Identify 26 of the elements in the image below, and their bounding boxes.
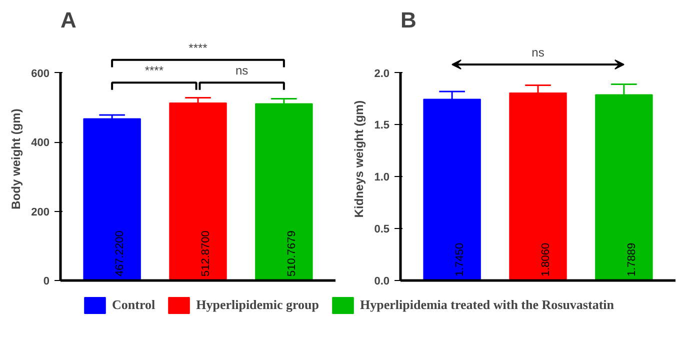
legend-label: Control <box>112 297 156 313</box>
annotation: **** <box>144 64 164 78</box>
y-axis-title: Body weight (gm) <box>9 108 24 210</box>
data-label: 467.2200 <box>114 230 126 276</box>
annotation: ns <box>235 64 248 78</box>
data-label: 512.8700 <box>200 230 212 276</box>
data-label: 1.7450 <box>454 242 466 276</box>
y-tick-label: 200 <box>31 206 50 218</box>
data-label: 510.7679 <box>286 230 298 276</box>
y-tick-label: 2.0 <box>374 68 390 80</box>
y-tick-label: 1.5 <box>374 120 390 132</box>
text: **** <box>188 40 208 55</box>
legend-label: Hyperlipidemic group <box>196 297 320 313</box>
legend-label: Hyperlipidemia treated with the Rosuvastatin <box>360 297 614 313</box>
y-tick-label: 400 <box>31 137 50 150</box>
data-label: 1.8060 <box>540 242 552 276</box>
y-tick-label: 1.0 <box>374 172 390 184</box>
y-axis-title: Kidneys weight (gm) <box>352 100 366 218</box>
text: ns <box>532 46 544 60</box>
chart-title: A <box>60 8 76 32</box>
chart-title: B <box>400 8 416 32</box>
y-tick-label: 0.5 <box>374 224 390 236</box>
y-tick-label: 0.0 <box>374 276 390 288</box>
y-tick-label: 600 <box>31 68 50 80</box>
y-tick-label: 0 <box>43 276 50 288</box>
data-label: 1.7889 <box>626 242 638 276</box>
